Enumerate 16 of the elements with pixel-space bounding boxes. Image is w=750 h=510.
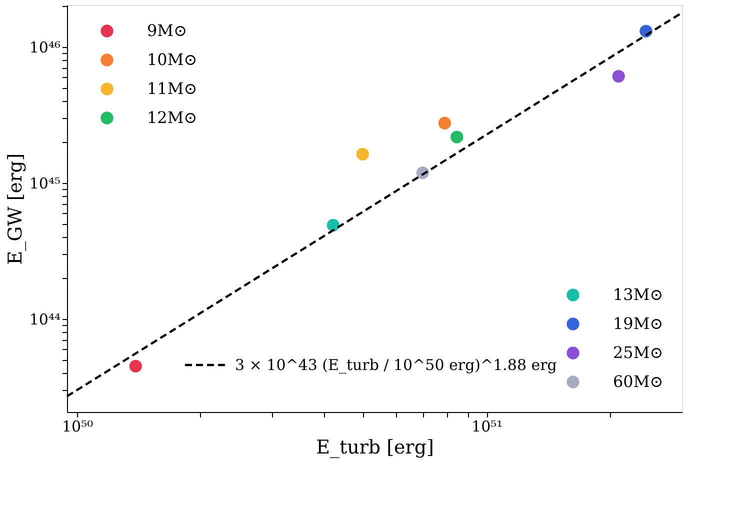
x-tick-label: 10⁵⁰ [62,418,94,436]
legend-label: 19M⊙ [613,314,664,333]
legend-label: 13M⊙ [613,285,664,304]
legend-label: 3 × 10^43 (E_turb / 10^50 erg)^1.88 erg [235,356,558,374]
legend-label: 25M⊙ [613,343,664,362]
y-axis-title: E_GW [erg] [4,153,26,265]
legend-label: 12M⊙ [147,108,198,127]
x-tick-label: 10⁵¹ [472,418,503,436]
y-tick-label: 10⁴⁵ [29,174,60,193]
legend-label: 10M⊙ [147,50,198,69]
legend-label: 11M⊙ [147,79,198,98]
y-tick-label: 10⁴⁴ [29,310,60,329]
legend-label: 60M⊙ [613,372,664,391]
y-tick-label: 10⁴⁶ [29,38,60,57]
x-axis-title: E_turb [erg] [316,436,434,458]
legend-label: 9M⊙ [147,21,187,40]
